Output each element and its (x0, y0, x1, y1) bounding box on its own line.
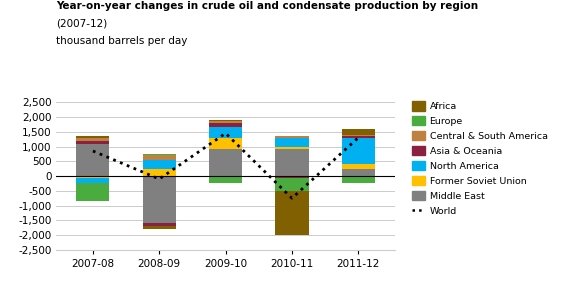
Bar (209, 123, 242, 127)
Bar (342, 129, 375, 135)
Text: (2007-12): (2007-12) (56, 18, 108, 28)
Bar (143, 169, 176, 176)
Bar (76, 144, 109, 176)
Bar (143, 223, 176, 226)
Bar (143, 226, 176, 229)
Bar (275, 147, 309, 149)
Bar (275, 178, 309, 191)
Bar (209, 120, 242, 122)
Bar (275, 176, 309, 178)
Bar (143, 176, 176, 223)
Text: Year-on-year changes in crude oil and condensate production by region: Year-on-year changes in crude oil and co… (56, 1, 478, 11)
Bar (209, 176, 242, 183)
Bar (209, 149, 242, 176)
Bar (76, 178, 109, 183)
Bar (143, 154, 176, 155)
Bar (342, 176, 375, 183)
Bar (76, 141, 109, 144)
Bar (342, 138, 375, 164)
Bar (76, 138, 109, 141)
Text: thousand barrels per day: thousand barrels per day (56, 36, 188, 45)
Bar (76, 136, 109, 138)
Bar (275, 149, 309, 176)
Bar (209, 127, 242, 138)
Bar (209, 122, 242, 123)
Bar (342, 164, 375, 169)
Bar (76, 183, 109, 201)
Legend: Africa, Europe, Central & South America, Asia & Oceania, North America, Former S: Africa, Europe, Central & South America,… (409, 100, 549, 218)
Bar (275, 191, 309, 235)
Bar (209, 138, 242, 149)
Bar (143, 160, 176, 169)
Bar (275, 136, 309, 138)
Bar (275, 138, 309, 147)
Bar (143, 155, 176, 160)
Bar (342, 136, 375, 138)
Bar (76, 176, 109, 178)
Bar (342, 135, 375, 136)
Bar (342, 169, 375, 176)
